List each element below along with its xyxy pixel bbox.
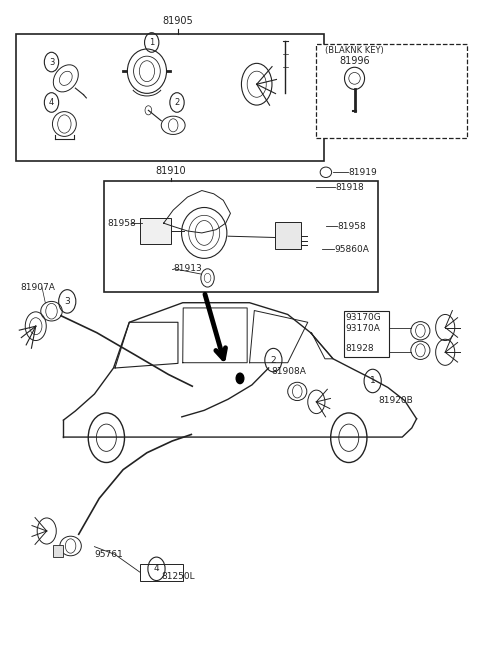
Text: 81919: 81919 bbox=[349, 168, 378, 177]
Text: 81958: 81958 bbox=[338, 222, 367, 231]
FancyBboxPatch shape bbox=[140, 218, 171, 244]
Text: 81918: 81918 bbox=[336, 183, 364, 192]
Text: 81958: 81958 bbox=[108, 219, 136, 228]
Text: 93170A: 93170A bbox=[345, 324, 380, 333]
Text: 81907A: 81907A bbox=[21, 282, 55, 291]
Text: 81920B: 81920B bbox=[378, 396, 413, 405]
FancyBboxPatch shape bbox=[275, 222, 301, 250]
FancyBboxPatch shape bbox=[16, 34, 324, 161]
Text: 81913: 81913 bbox=[173, 265, 202, 273]
Text: 81910: 81910 bbox=[156, 166, 186, 176]
Circle shape bbox=[236, 373, 244, 384]
Text: 81905: 81905 bbox=[163, 16, 193, 26]
Text: 81996: 81996 bbox=[339, 56, 370, 66]
Text: 1: 1 bbox=[149, 38, 155, 47]
Text: 2: 2 bbox=[174, 98, 180, 107]
Text: 95761: 95761 bbox=[95, 550, 123, 559]
Text: 1: 1 bbox=[370, 377, 375, 386]
Text: 4: 4 bbox=[154, 565, 159, 573]
Text: 93170G: 93170G bbox=[345, 313, 381, 322]
FancyBboxPatch shape bbox=[104, 181, 378, 291]
Text: 95860A: 95860A bbox=[335, 245, 370, 253]
Text: 2: 2 bbox=[271, 356, 276, 365]
Text: 4: 4 bbox=[49, 98, 54, 107]
Text: 3: 3 bbox=[49, 58, 54, 67]
FancyBboxPatch shape bbox=[316, 44, 467, 138]
Text: 81928: 81928 bbox=[345, 344, 373, 353]
Text: (BLAKNK KEY): (BLAKNK KEY) bbox=[325, 46, 384, 55]
Text: 81250L: 81250L bbox=[161, 572, 195, 581]
Text: 3: 3 bbox=[64, 297, 70, 306]
FancyBboxPatch shape bbox=[53, 546, 63, 557]
Text: 81908A: 81908A bbox=[271, 367, 306, 377]
